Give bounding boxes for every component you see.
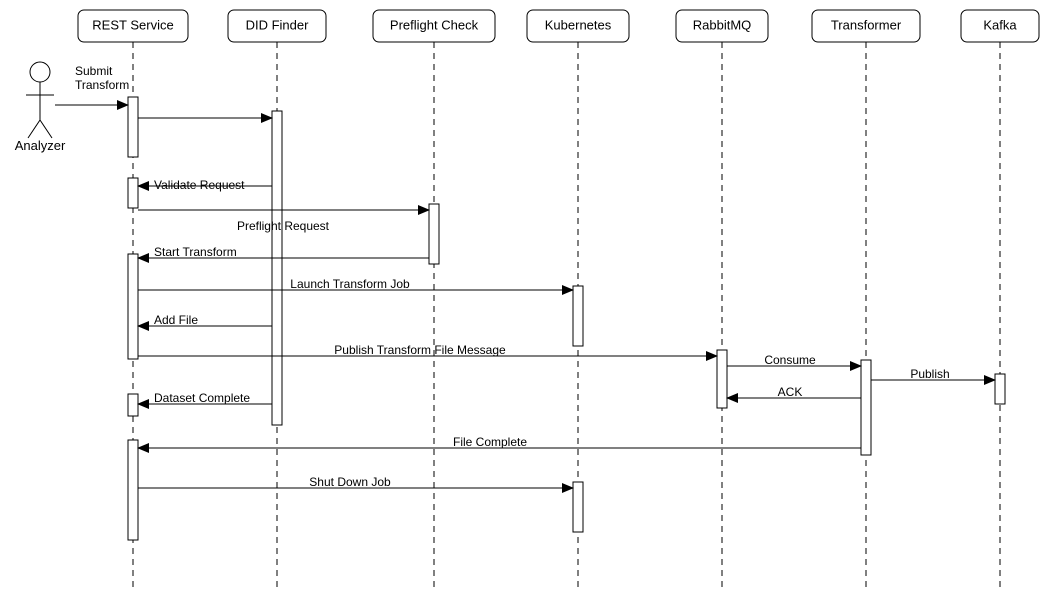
message: Consume	[727, 353, 861, 367]
message-label: Shut Down Job	[309, 475, 391, 489]
message-label: Validate Request	[154, 178, 245, 192]
actor-leg-icon	[28, 120, 40, 138]
message: SubmitTransform	[55, 64, 129, 105]
message-label: File Complete	[453, 435, 527, 449]
actor-label: Analyzer	[15, 138, 66, 153]
message: Publish Transform File Message	[138, 343, 717, 357]
message: Dataset Complete	[138, 391, 272, 405]
message-label: Start Transform	[154, 245, 237, 259]
message: Validate Request	[138, 178, 272, 192]
activation-rest	[128, 394, 138, 416]
participant-kafka: Kafka	[961, 10, 1039, 42]
activation-preflight	[429, 204, 439, 264]
participant-label: Transformer	[831, 17, 902, 32]
message: Launch Transform Job	[138, 277, 573, 291]
participant-label: REST Service	[92, 17, 173, 32]
activation-k8s	[573, 482, 583, 532]
participants: REST Service DID Finder Preflight Check Kub…	[78, 10, 1039, 42]
activation-rest	[128, 254, 138, 359]
activation-rest	[128, 440, 138, 540]
participant-rabbit: RabbitMQ	[676, 10, 768, 42]
actor: Analyzer	[15, 62, 66, 153]
message-label: Add File	[154, 313, 198, 327]
message-label: Preflight Request	[237, 219, 330, 233]
activation-rest	[128, 97, 138, 157]
participant-rest: REST Service	[78, 10, 188, 42]
actor-head-icon	[30, 62, 50, 82]
activation-kafka	[995, 374, 1005, 404]
message-label: Publish	[910, 367, 949, 381]
lifelines	[133, 42, 1000, 591]
message: Preflight Request	[138, 210, 429, 233]
activation-k8s	[573, 286, 583, 346]
message: Publish	[871, 367, 995, 381]
actor-leg-icon	[40, 120, 52, 138]
participant-label: DID Finder	[246, 17, 310, 32]
participant-label: Kubernetes	[545, 17, 612, 32]
activation-rabbit	[717, 350, 727, 408]
message: File Complete	[138, 435, 861, 449]
message-label: Dataset Complete	[154, 391, 250, 405]
message: ACK	[727, 385, 861, 399]
participant-label: RabbitMQ	[693, 17, 752, 32]
participant-preflight: Preflight Check	[373, 10, 495, 42]
messages: SubmitTransform Validate Request Preflight…	[55, 64, 995, 489]
activation-did	[272, 111, 282, 425]
participant-transformer: Transformer	[812, 10, 920, 42]
activation-transformer	[861, 360, 871, 455]
activation-rest	[128, 178, 138, 208]
message-label: Consume	[764, 353, 816, 367]
message-label: Launch Transform Job	[290, 277, 410, 291]
participant-did: DID Finder	[228, 10, 326, 42]
message: Shut Down Job	[138, 475, 573, 489]
participant-label: Kafka	[983, 17, 1017, 32]
message: Add File	[138, 313, 272, 327]
message-label: Publish Transform File Message	[334, 343, 506, 357]
message-label: SubmitTransform	[75, 64, 129, 92]
activation-bars	[128, 97, 1005, 540]
sequence-diagram: REST Service DID Finder Preflight Check Kub…	[0, 0, 1049, 591]
message-label: ACK	[778, 385, 803, 399]
participant-k8s: Kubernetes	[527, 10, 629, 42]
participant-label: Preflight Check	[390, 17, 479, 32]
message: Start Transform	[138, 245, 429, 259]
